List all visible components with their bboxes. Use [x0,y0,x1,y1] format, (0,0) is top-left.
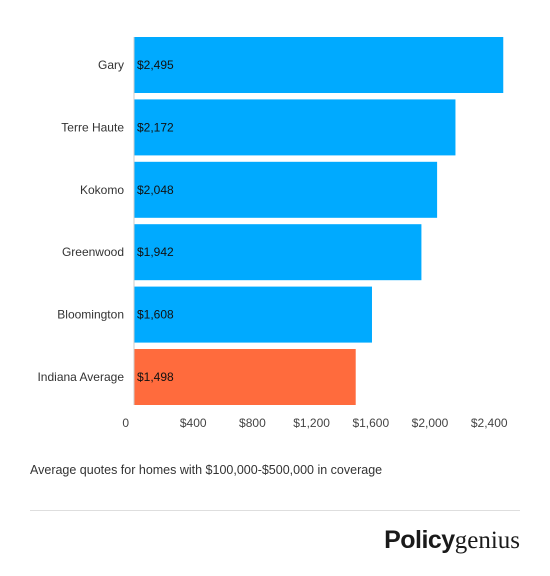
x-tick-label: 0 [122,416,129,430]
x-tick-label: $400 [180,416,207,430]
x-tick-label: $800 [239,416,266,430]
x-tick-label: $2,000 [412,416,449,430]
bar-indiana-average [134,349,356,405]
bar-terre-haute [134,99,456,156]
category-label: Kokomo [80,183,124,197]
logo-part-genius: genius [454,527,520,554]
divider [30,510,520,511]
data-label: $1,942 [137,245,174,259]
x-tick-label: $1,200 [293,416,330,430]
x-axis-ticks: 0 $400 $800 $1,200 $1,600 $2,000 $2,400 [122,416,508,430]
category-label: Indiana Average [37,370,124,384]
bar-bloomington [134,286,372,343]
data-label: $2,048 [137,183,174,197]
x-tick-label: $1,600 [352,416,389,430]
category-label: Terre Haute [61,120,124,134]
category-labels: Gary Terre Haute Kokomo Greenwood Bloomingto… [37,58,124,384]
logo-part-policy: Policy [384,526,455,554]
bar-chart: $2,495 $2,172 $2,048 $1,942 $1,608 $1,498 Gar… [37,37,508,430]
data-label: $1,498 [137,370,174,384]
bar-gary [134,37,504,93]
data-label: $1,608 [137,308,174,322]
category-label: Gary [98,58,124,72]
bar-kokomo [134,161,438,218]
bars-group: $2,495 $2,172 $2,048 $1,942 $1,608 $1,498 [134,37,504,405]
bar-greenwood [134,224,422,281]
category-label: Bloomington [57,308,124,322]
chart-caption: Average quotes for homes with $100,000-$… [30,463,383,477]
category-label: Greenwood [62,245,124,259]
data-label: $2,495 [137,58,174,72]
data-label: $2,172 [137,120,174,134]
policygenius-logo: Policygenius [384,526,520,555]
x-tick-label: $2,400 [471,416,508,430]
